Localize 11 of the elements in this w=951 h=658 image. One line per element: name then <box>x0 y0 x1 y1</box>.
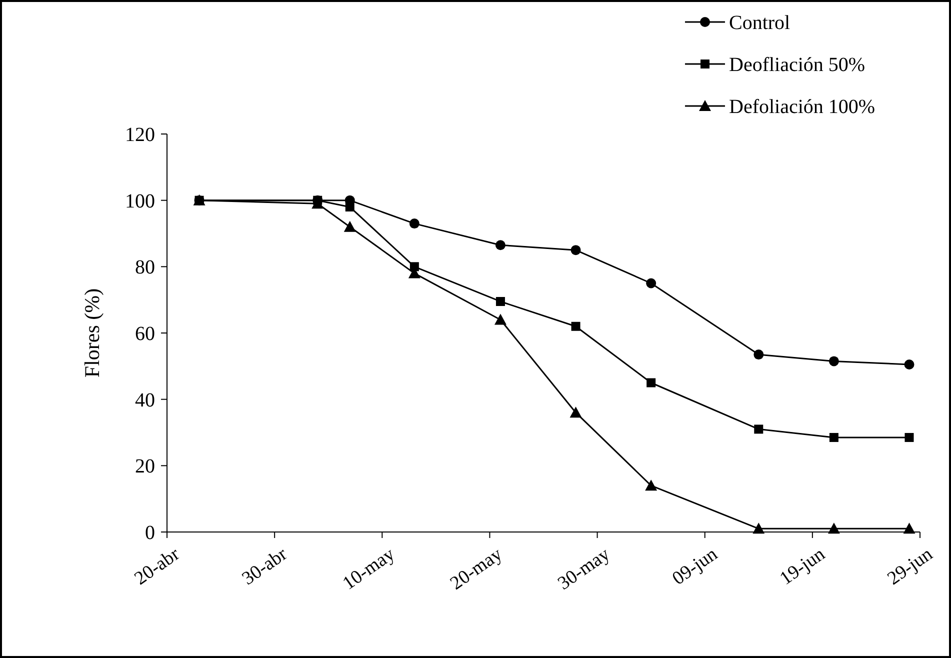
y-tick-label: 40 <box>135 389 155 412</box>
y-tick-label: 100 <box>125 190 155 212</box>
legend-label: Deofliación 50% <box>729 54 866 76</box>
legend-label: Control <box>729 12 791 34</box>
y-axis-title: Flores (%) <box>80 288 104 378</box>
y-tick-label: 80 <box>135 256 155 279</box>
y-tick-label: 20 <box>135 456 155 478</box>
legend-label: Defoliación 100% <box>729 96 876 118</box>
y-tick-label: 0 <box>145 522 155 544</box>
y-tick-label: 60 <box>135 323 155 345</box>
y-tick-label: 120 <box>125 124 155 146</box>
